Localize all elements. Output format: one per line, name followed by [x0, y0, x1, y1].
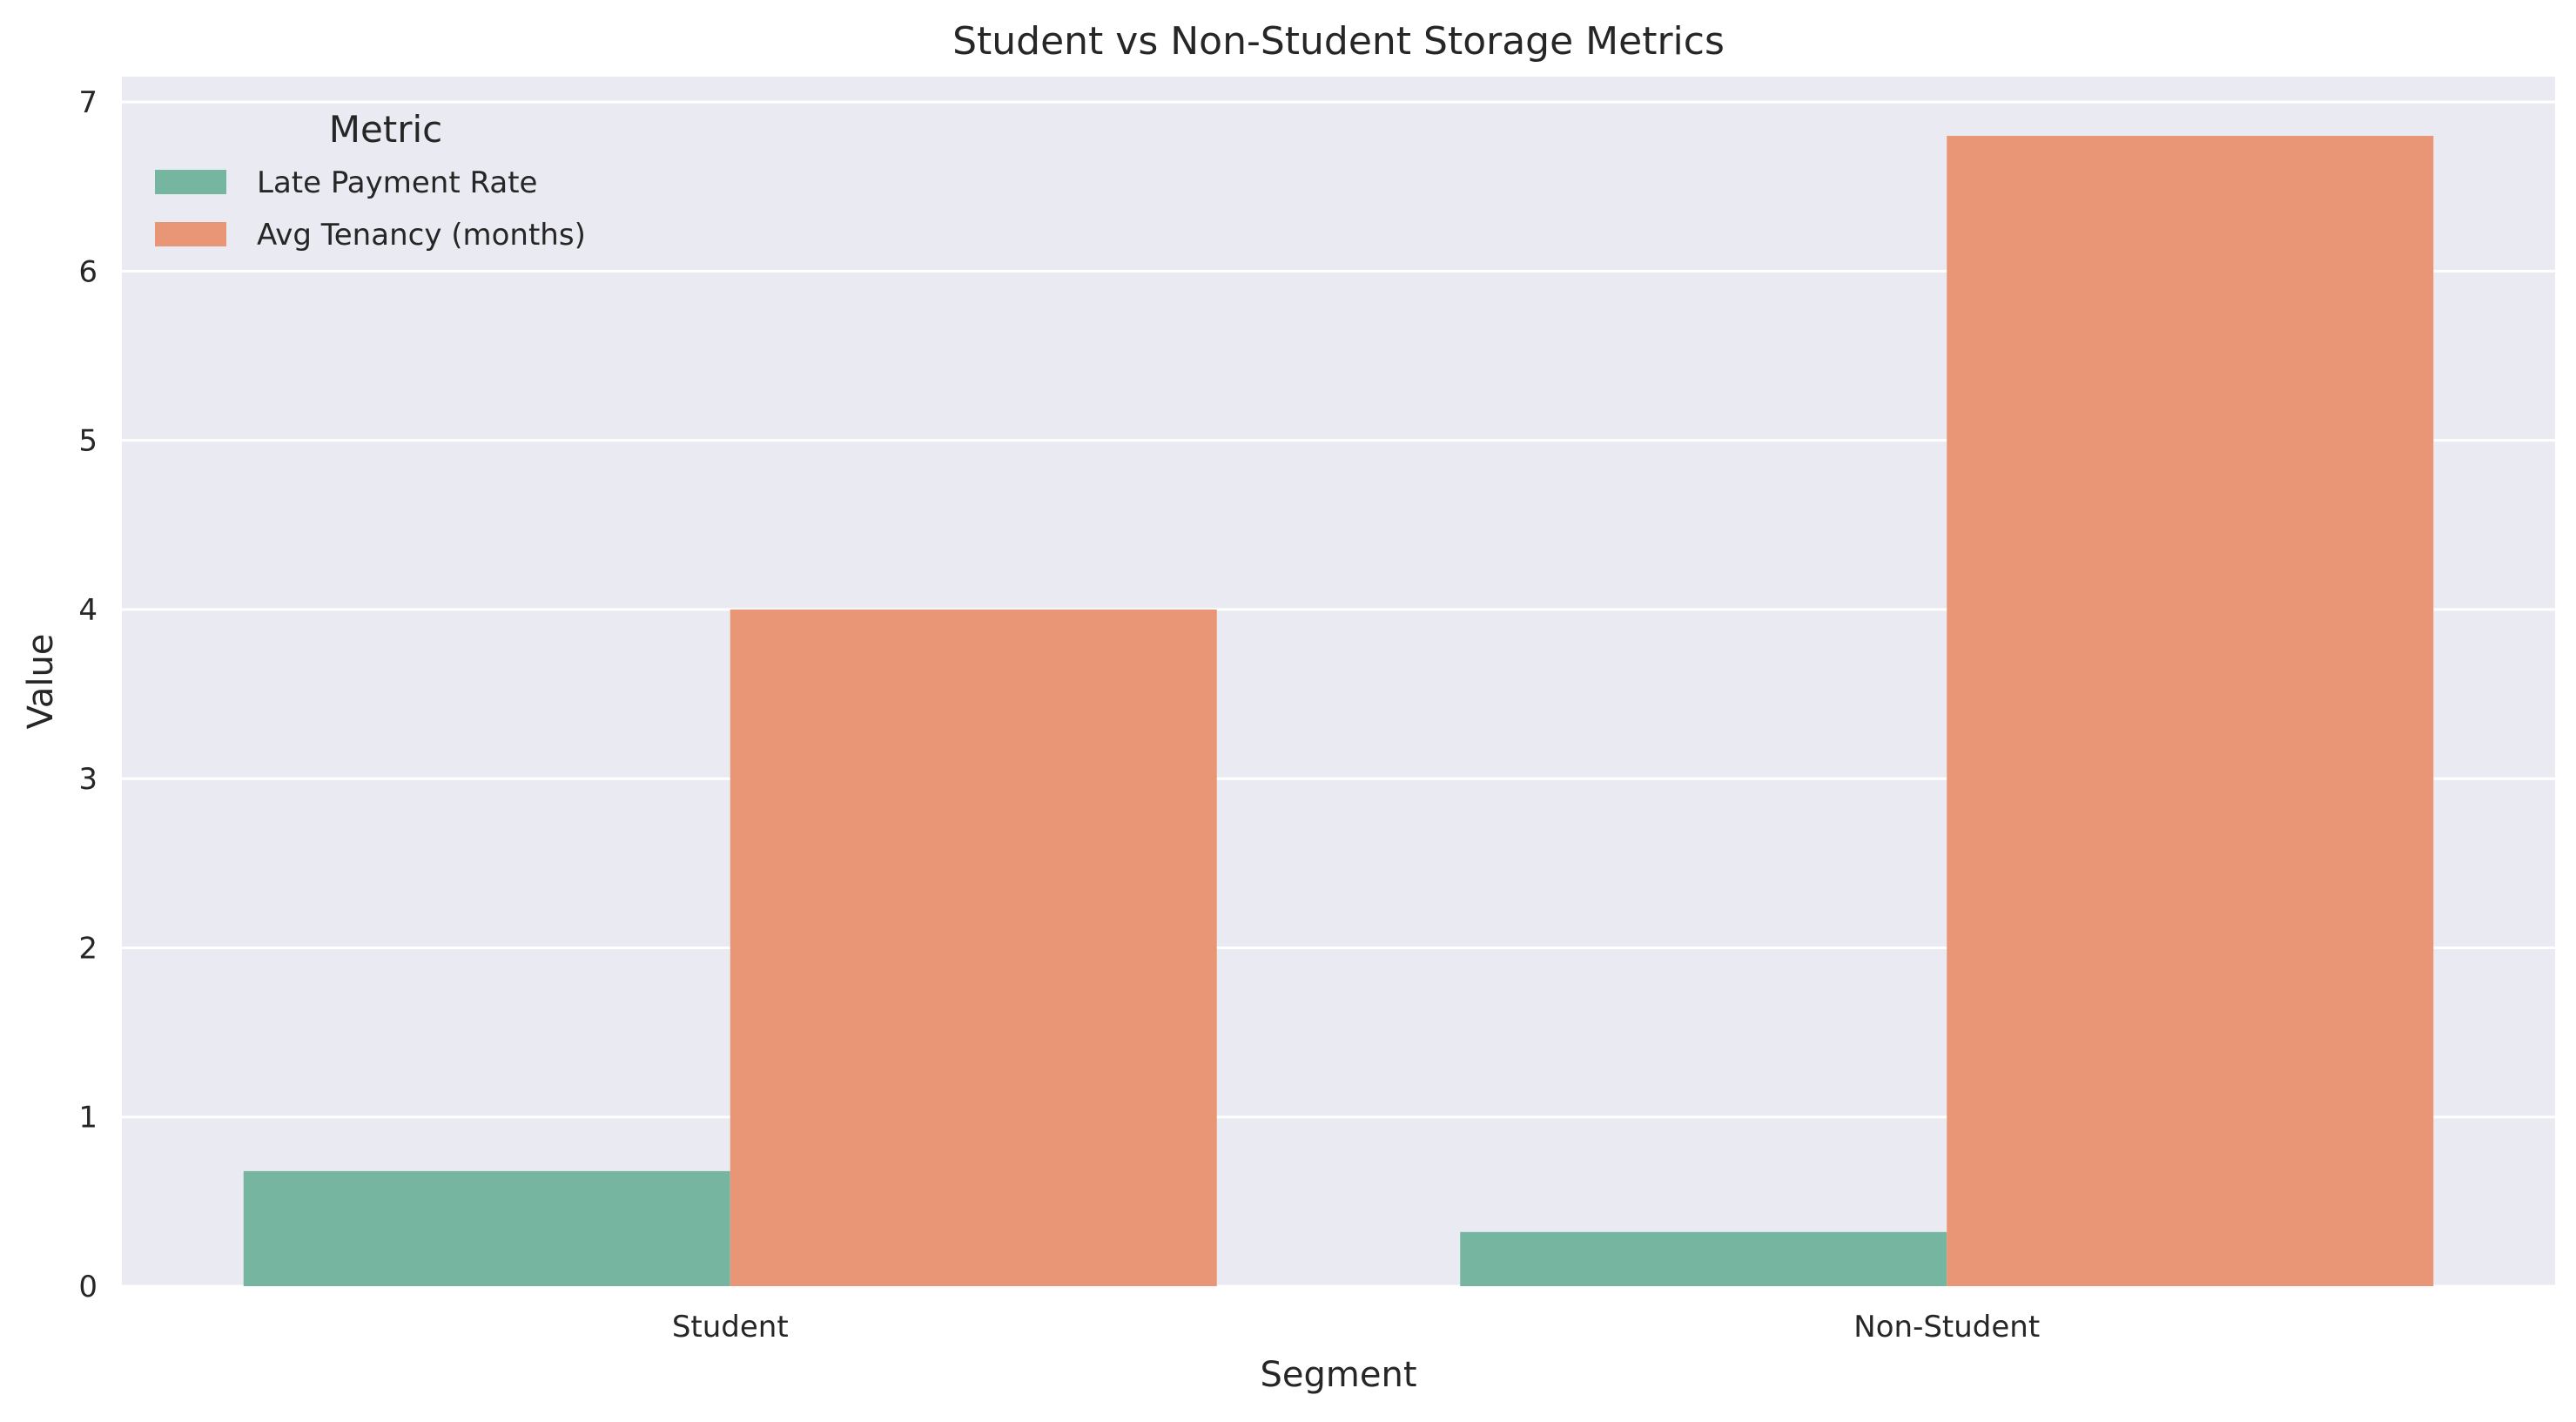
y-tick-label: 5	[78, 424, 98, 459]
y-tick-label: 0	[78, 1270, 98, 1304]
bars	[243, 135, 2434, 1286]
bar-student-1	[730, 609, 1217, 1286]
legend-swatch	[155, 170, 226, 194]
y-axis-label: Value	[21, 634, 61, 730]
x-axis-ticks: Student Non-Student	[672, 1310, 2040, 1344]
legend-items: Late Payment Rate Avg Tenancy (months)	[155, 165, 586, 253]
legend-label: Avg Tenancy (months)	[257, 218, 586, 253]
x-axis-label: Segment	[1261, 1355, 1417, 1395]
y-tick-label: 6	[78, 254, 98, 289]
legend-label: Late Payment Rate	[257, 165, 537, 200]
legend: Metric Late Payment Rate Avg Tenancy (mon…	[155, 108, 586, 253]
y-tick-label: 1	[78, 1101, 98, 1136]
x-tick-label: Non-Student	[1853, 1310, 2040, 1344]
y-tick-label: 2	[78, 931, 98, 966]
y-tick-label: 3	[78, 762, 98, 797]
x-tick-label: Student	[672, 1310, 789, 1344]
bar-student-0	[243, 1170, 730, 1286]
y-tick-label: 7	[78, 85, 98, 120]
legend-swatch	[155, 222, 226, 246]
y-axis-ticks: 0 1 2 3 4 5 6 7	[78, 85, 98, 1304]
y-tick-label: 4	[78, 593, 98, 628]
chart-title: Student vs Non-Student Storage Metrics	[952, 19, 1725, 64]
bar-non-student-1	[1947, 135, 2434, 1286]
bar-non-student-0	[1460, 1231, 1947, 1286]
legend-title: Metric	[329, 108, 443, 151]
